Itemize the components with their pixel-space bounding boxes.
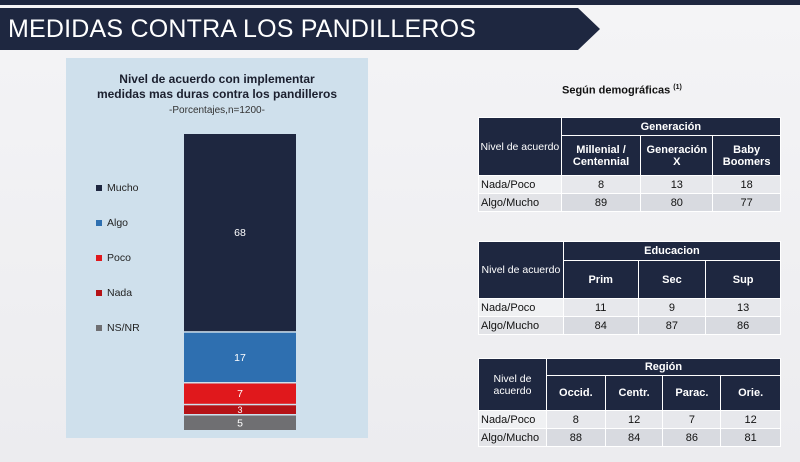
stacked-bar-chart: 68 17 7 3 5: [184, 134, 296, 430]
legend-item: Poco: [96, 252, 131, 264]
cell: 86: [662, 428, 722, 447]
bar-segment-nada: [184, 405, 296, 414]
legend-swatch: [96, 185, 102, 191]
row-header: Nivel de acuerdo: [478, 358, 547, 411]
chart-panel: Nivel de acuerdo con implementar medidas…: [66, 58, 368, 438]
row-label: Nada/Poco: [478, 175, 562, 194]
cell: 81: [720, 428, 781, 447]
cell: 84: [604, 428, 664, 447]
bar-segment-nsnr: [184, 415, 296, 430]
legend-item: Mucho: [96, 182, 139, 194]
row-label: Algo/Mucho: [478, 193, 562, 212]
cell: 12: [720, 410, 781, 429]
demographics-heading: Según demográficas (1): [562, 84, 682, 97]
bar-segment-poco: [184, 383, 296, 404]
legend-label: Poco: [107, 252, 131, 264]
data-label: 17: [234, 352, 246, 364]
data-label: 3: [237, 405, 242, 415]
chart-title-line-2: medidas mas duras contra los pandilleros: [96, 87, 338, 101]
column-header: Parac.: [662, 375, 722, 411]
row-label: Nada/Poco: [478, 298, 564, 317]
row-label: Algo/Mucho: [478, 428, 547, 447]
top-line: [0, 0, 800, 5]
column-header: Occid.: [545, 375, 606, 411]
table-region: Nivel de acuerdo Región Occid. Centr. Pa…: [478, 358, 782, 447]
cell: 87: [637, 316, 707, 335]
column-header: Centr.: [604, 375, 664, 411]
cell: 86: [705, 316, 781, 335]
legend-swatch: [96, 220, 102, 226]
bar-segment-mucho: [184, 134, 296, 332]
legend-label: NS/NR: [107, 322, 140, 334]
table-row: Nada/Poco 8 13 18: [478, 175, 781, 194]
column-header: Baby Boomers: [712, 135, 781, 176]
row-header-text: Nivel de acuerdo: [493, 372, 532, 397]
cell: 7: [662, 410, 722, 429]
column-header: Millenial / Centennial: [560, 135, 642, 176]
chart-title-line-1: Nivel de acuerdo con implementar: [119, 72, 315, 86]
group-header: Generación: [560, 117, 782, 136]
legend-label: Nada: [107, 287, 133, 299]
cell: 89: [560, 193, 642, 212]
cell: 88: [545, 428, 606, 447]
cell: 11: [562, 298, 639, 317]
cell: 13: [640, 175, 714, 194]
column-header: Prim: [562, 260, 639, 299]
cell: 8: [560, 175, 642, 194]
bar-segment-algo: [184, 332, 296, 382]
group-header: Región: [545, 358, 782, 376]
row-label: Nada/Poco: [478, 410, 547, 429]
title-banner: MEDIDAS CONTRA LOS PANDILLEROS: [0, 8, 600, 50]
column-header: Orie.: [720, 375, 781, 411]
column-header: Sup: [705, 260, 781, 299]
legend-item: NS/NR: [96, 322, 140, 334]
table-educacion: Nivel de acuerdo Educacion Prim Sec Sup …: [478, 241, 782, 335]
table-row: Nada/Poco 11 9 13: [478, 298, 781, 317]
column-header: Generación X: [640, 135, 714, 176]
data-label: 7: [237, 388, 243, 400]
chart-subtitle: -Porcentajes,n=1200-: [169, 105, 265, 116]
page-title: MEDIDAS CONTRA LOS PANDILLEROS: [8, 15, 477, 43]
data-label: 68: [234, 227, 246, 239]
table-row: Algo/Mucho 84 87 86: [478, 316, 781, 335]
cell: 12: [604, 410, 664, 429]
cell: 18: [712, 175, 781, 194]
legend-swatch: [96, 255, 102, 261]
cell: 80: [640, 193, 714, 212]
legend-label: Algo: [107, 217, 129, 229]
footnote-mark: (1): [673, 84, 682, 91]
legend-item: Nada: [96, 287, 132, 299]
table-row: Algo/Mucho 89 80 77: [478, 193, 781, 212]
row-header: Nivel de acuerdo: [478, 241, 564, 299]
legend-label: Mucho: [107, 182, 139, 194]
legend-item: Algo: [96, 217, 128, 229]
column-header: Sec: [637, 260, 707, 299]
table-generacion: Nivel de acuerdo Generación Millenial / …: [478, 117, 782, 212]
table-row: Nada/Poco 8 12 7 12: [478, 410, 781, 429]
row-header: Nivel de acuerdo: [478, 117, 562, 176]
row-label: Algo/Mucho: [478, 316, 564, 335]
legend-swatch: [96, 325, 102, 331]
group-header: Educacion: [562, 241, 782, 261]
cell: 13: [705, 298, 781, 317]
cell: 84: [562, 316, 639, 335]
cell: 9: [637, 298, 707, 317]
cell: 8: [545, 410, 606, 429]
table-row: Algo/Mucho 88 84 86 81: [478, 428, 781, 447]
cell: 77: [712, 193, 781, 212]
legend-swatch: [96, 290, 102, 296]
demographics-heading-text: Según demográficas: [562, 84, 671, 97]
data-label: 5: [237, 417, 243, 429]
